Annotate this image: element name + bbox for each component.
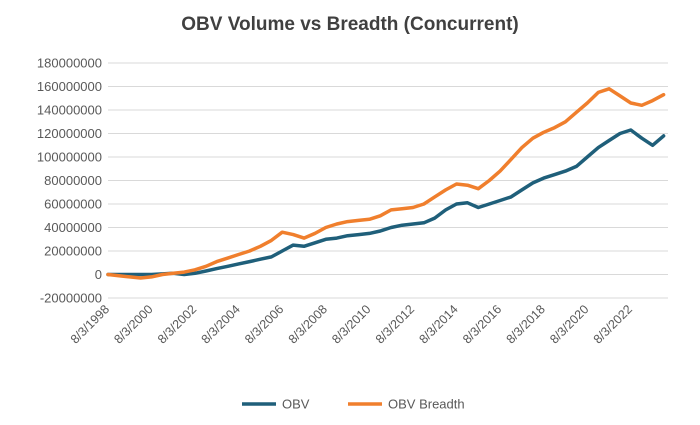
x-tick-label: 8/3/1998 bbox=[68, 302, 112, 346]
y-tick-label: 120000000 bbox=[37, 126, 102, 141]
x-tick-label: 8/3/2012 bbox=[373, 302, 417, 346]
x-tick-label: 8/3/2020 bbox=[547, 302, 591, 346]
legend: OBV OBV Breadth bbox=[242, 397, 465, 412]
x-tick-label: 8/3/2016 bbox=[460, 302, 504, 346]
series-line-obv-breadth bbox=[106, 87, 666, 280]
legend-label: OBV Breadth bbox=[388, 397, 465, 412]
x-tick-label: 8/3/2008 bbox=[286, 302, 330, 346]
x-tick-label: 8/3/2004 bbox=[199, 302, 243, 346]
y-tick-label: -20000000 bbox=[40, 291, 102, 306]
y-tick-label: 40000000 bbox=[44, 220, 102, 235]
y-axis-ticks: 180000000 160000000 140000000 120000000 1000… bbox=[37, 56, 102, 306]
y-tick-label: 20000000 bbox=[44, 244, 102, 259]
y-tick-label: 180000000 bbox=[37, 56, 102, 71]
x-tick-label: 8/3/2014 bbox=[416, 302, 460, 346]
x-tick-label: 8/3/2010 bbox=[329, 302, 373, 346]
x-tick-label: 8/3/2022 bbox=[591, 302, 635, 346]
x-tick-label: 8/3/2006 bbox=[242, 302, 286, 346]
grid-lines bbox=[108, 62, 668, 299]
y-tick-label: 80000000 bbox=[44, 173, 102, 188]
y-tick-label: 0 bbox=[95, 267, 102, 282]
series-line-obv bbox=[106, 128, 666, 277]
x-tick-label: 8/3/2000 bbox=[111, 302, 155, 346]
y-tick-label: 140000000 bbox=[37, 103, 102, 118]
y-tick-label: 60000000 bbox=[44, 197, 102, 212]
chart-title: OBV Volume vs Breadth (Concurrent) bbox=[181, 14, 518, 35]
x-tick-label: 8/3/2002 bbox=[155, 302, 199, 346]
y-tick-label: 160000000 bbox=[37, 79, 102, 94]
x-axis-ticks: 8/3/1998 8/3/2000 8/3/2002 8/3/2004 8/3/2006… bbox=[68, 302, 635, 346]
x-tick-label: 8/3/2018 bbox=[504, 302, 548, 346]
legend-label: OBV bbox=[282, 397, 310, 412]
series-lines bbox=[106, 87, 666, 280]
y-tick-label: 100000000 bbox=[37, 150, 102, 165]
